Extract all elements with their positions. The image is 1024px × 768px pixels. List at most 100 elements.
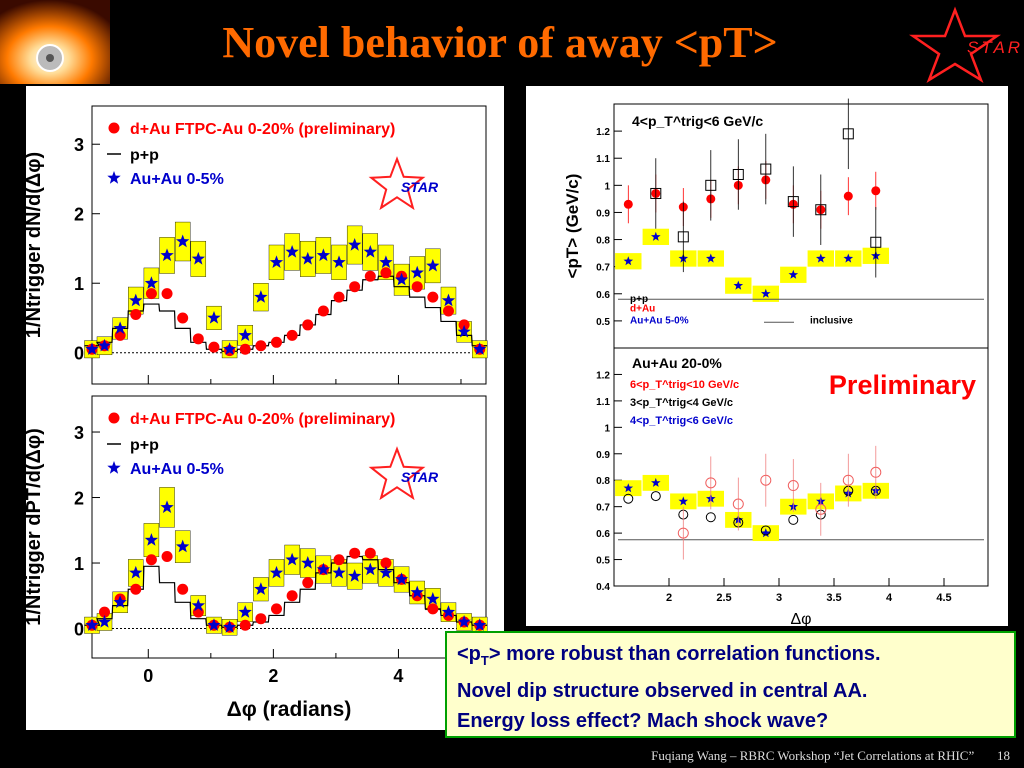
- data-point-dau: [239, 619, 251, 631]
- x-tick-label: 3: [776, 592, 782, 604]
- data-point-auau: [160, 248, 174, 262]
- data-point-auau: [316, 248, 331, 262]
- x-axis-label: Δφ: [790, 611, 811, 626]
- data-point-auau: [113, 321, 127, 335]
- data-point-6-10: [815, 503, 827, 515]
- y-tick-label: 0.6: [596, 290, 610, 301]
- mean-pt-plot: 0.4 0.5 0.6 0.7 0.8 0.9 1 1.1 1.2 Au+Au 20-0% 6<p_…: [596, 347, 989, 628]
- data-point-auau: [816, 253, 826, 263]
- data-point-dau: [270, 603, 282, 615]
- y-tick-label: 0.9: [596, 208, 610, 219]
- data-point-auau: [254, 290, 268, 303]
- data-point-3-4: [623, 493, 634, 504]
- data-point-auau: [285, 552, 299, 566]
- data-point-auau: [788, 269, 799, 279]
- data-point-auau: [651, 231, 661, 241]
- data-point-4-6: [651, 477, 661, 487]
- y-tick-label: 1.2: [596, 370, 610, 381]
- data-point-dau: [411, 281, 423, 293]
- data-point-dau: [302, 319, 314, 331]
- data-point-dau: [380, 267, 392, 279]
- data-point-auau: [426, 592, 440, 605]
- data-point-auau: [97, 615, 112, 628]
- data-point-dau: [286, 590, 298, 602]
- star-logo-text: STAR: [401, 179, 439, 195]
- data-point-dau: [333, 554, 345, 566]
- data-point-6-10: [787, 480, 799, 492]
- data-point-3-4: [760, 525, 771, 536]
- data-point-auau: [410, 585, 424, 599]
- legend-marker-dau: [108, 412, 120, 424]
- y-tick-label: 1: [74, 274, 84, 294]
- left-figure: 0 1 2 3 1/Ntrigger dN/d(Δφ) d+Au FTPC-Au 0-20…: [23, 105, 488, 721]
- x-tick-label: 2: [666, 592, 672, 604]
- data-point-auau: [85, 342, 99, 355]
- page-number: 18: [997, 748, 1010, 763]
- footer: Fuqiang Wang – RBRC Workshop “Jet Correl…: [560, 748, 1010, 764]
- summary-text: Novel dip structure observed in central …: [457, 680, 868, 702]
- data-point-auau: [301, 556, 315, 569]
- star-logo-icon: [368, 156, 426, 211]
- y-tick-label: 0.9: [596, 450, 610, 461]
- data-point-dau: [145, 288, 157, 300]
- right-figure-panel: 0.5 0.6 0.7 0.8 0.9 1 1.1 1.2 4<p_T^trig<6 GeV/c…: [526, 86, 1008, 628]
- data-point-3-4: [788, 514, 799, 525]
- slide-title: Novel behavior of away <pT>: [222, 18, 778, 67]
- x-tick-label: 0: [143, 666, 153, 686]
- y-axis-label: 1/Ntrigger dPT/d(Δφ): [26, 428, 45, 626]
- data-point-auau: [285, 245, 299, 258]
- data-point-auau: [222, 620, 237, 633]
- data-point-dau: [177, 312, 189, 324]
- data-point-auau: [144, 276, 159, 289]
- data-point-dau: [177, 583, 189, 595]
- data-point-pp: [787, 196, 799, 208]
- data-point-auau: [238, 328, 252, 341]
- data-point-dau: [145, 554, 157, 566]
- data-point-dau: [239, 343, 251, 355]
- data-point-auau: [363, 245, 377, 258]
- data-point-auau: [207, 618, 221, 631]
- star-logo-icon: [368, 446, 426, 501]
- y-axis-label: 1/Ntrigger dN/d(Δφ): [26, 152, 45, 338]
- y-tick-label: 0.7: [596, 503, 610, 514]
- y-tick-label: 2: [74, 489, 84, 509]
- data-point-auau: [457, 324, 471, 338]
- data-point-auau: [761, 288, 771, 298]
- y-axis-label: <pT> (GeV/c): [563, 174, 582, 279]
- y-tick-label: 1.1: [596, 397, 610, 408]
- x-tick-label: 4: [393, 666, 403, 686]
- y-tick-label: 0.8: [596, 236, 610, 247]
- data-point-auau: [269, 565, 284, 579]
- y-tick-label: 1: [604, 181, 610, 192]
- data-point-auau: [457, 615, 471, 628]
- data-point-auau: [254, 582, 268, 595]
- data-point-auau: [623, 256, 634, 266]
- y-tick-label: 3: [74, 423, 84, 443]
- legend-label: d+Au FTPC-Au 0-20% (preliminary): [130, 411, 395, 428]
- legend-marker-auau: [107, 461, 121, 474]
- data-point-auau: [113, 595, 127, 608]
- legend-label: inclusive: [810, 316, 853, 327]
- data-point-4-6: [678, 496, 689, 506]
- data-point-dau: [349, 547, 361, 559]
- data-point-dau: [364, 547, 376, 559]
- data-point-dau: [442, 305, 454, 317]
- plot-frame: [613, 347, 989, 587]
- data-point-auau: [441, 605, 456, 618]
- data-point-4-6: [761, 528, 771, 538]
- data-point-dau: [270, 336, 282, 348]
- summary-text: Energy loss effect? Mach shock wave?: [457, 710, 829, 732]
- data-point-6-10: [705, 477, 717, 489]
- legend-label: Au+Au 0-5%: [130, 171, 224, 188]
- legend-marker-dau: [108, 122, 120, 134]
- data-point-auau: [160, 500, 174, 513]
- data-point-auau: [85, 618, 99, 631]
- data-point-auau: [394, 272, 409, 286]
- x-axis-label: Δφ (radians): [227, 698, 352, 721]
- svg-text:STAR: STAR: [967, 38, 1020, 57]
- data-point-auau: [238, 605, 252, 618]
- data-point-auau: [473, 618, 487, 631]
- data-point-auau: [441, 293, 456, 307]
- data-point-6-10: [677, 527, 689, 539]
- data-point-dau: [130, 583, 142, 595]
